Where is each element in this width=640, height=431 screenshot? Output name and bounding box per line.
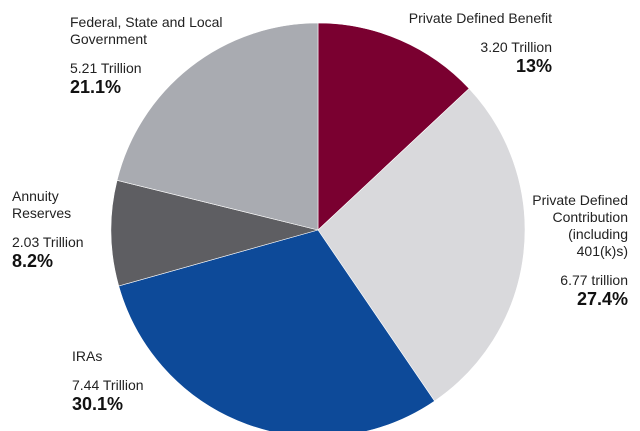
label-iras: IRAs 7.44 Trillion 30.1% xyxy=(72,348,144,415)
slice-percent-private-defined-contribution: 27.4% xyxy=(576,289,628,309)
pie-slice-federal-state-and-local-government xyxy=(116,22,319,231)
slice-amount-iras: 7.44 Trillion xyxy=(72,377,144,393)
slice-amount-private-defined-contribution: 6.77 trillion xyxy=(560,272,628,288)
label-annuity-reserves: Annuity Reserves 2.03 Trillion 8.2% xyxy=(12,188,84,272)
slice-percent-iras: 30.1% xyxy=(72,394,124,414)
pie-slice-private-defined-benefit xyxy=(317,22,470,231)
pie-slice-iras xyxy=(118,229,435,431)
slice-label-iras: IRAs xyxy=(72,348,103,364)
slice-label-private-defined-contribution: Private Defined Contribution (including … xyxy=(532,192,628,259)
slice-amount-government: 5.21 Trillion xyxy=(70,60,142,76)
slice-label-government: Federal, State and Local Government xyxy=(70,14,223,47)
slice-percent-private-defined-benefit: 13% xyxy=(515,56,552,76)
slice-percent-government: 21.1% xyxy=(70,77,122,97)
slice-percent-annuity-reserves: 8.2% xyxy=(12,251,54,271)
slice-label-private-defined-benefit: Private Defined Benefit xyxy=(408,10,552,26)
slice-amount-private-defined-benefit: 3.20 Trillion xyxy=(480,39,552,55)
label-government: Federal, State and Local Government 5.21… xyxy=(70,14,223,98)
slice-amount-annuity-reserves: 2.03 Trillion xyxy=(12,234,84,250)
slice-label-annuity-reserves: Annuity Reserves xyxy=(12,188,72,221)
pie-slice-private-defined-contribution-including-401-k-s xyxy=(317,88,526,402)
label-private-defined-benefit: Private Defined Benefit 3.20 Trillion 13… xyxy=(409,10,552,77)
pie-slices xyxy=(110,22,526,431)
label-private-defined-contribution: Private Defined Contribution (including … xyxy=(532,192,628,310)
pie-slice-annuity-reserves xyxy=(110,179,320,287)
